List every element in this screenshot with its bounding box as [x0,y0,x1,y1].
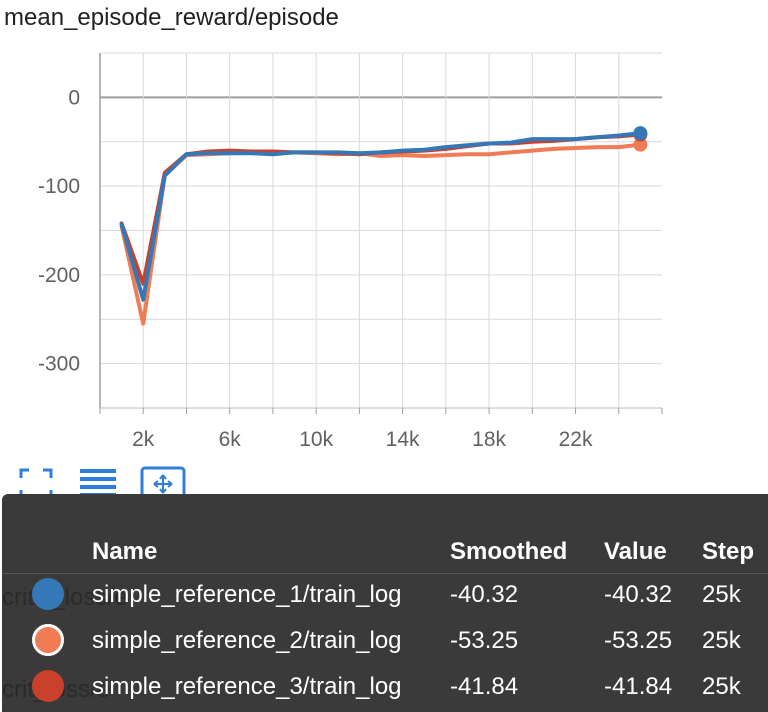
header-name: Name [92,538,158,565]
x-tick-label: 18k [472,428,506,451]
tick-labels: 0 -100 -200 -300 2k 6k 10k 14k 18k 22k [38,86,593,451]
series-lines [119,131,643,326]
row-name: simple_reference_1/train_log [92,581,402,608]
series-end-point [633,137,648,152]
tooltip-row: simple_reference_2/train_log -53.25 -53.… [2,618,768,664]
background-label: critic_loss/e [2,584,128,611]
tooltip-row: simple_reference_3/train_log -41.84 -41.… [2,664,768,710]
row-value: -40.32 [604,581,673,608]
row-smoothed: -41.84 [450,673,519,700]
fullscreen-icon[interactable] [18,466,58,502]
header-value: Value [604,538,667,565]
y-tick-label: 0 [68,86,80,109]
series-end-markers [633,126,648,152]
header-step: Step [702,538,755,565]
axes [99,53,663,414]
series-end-point [633,126,648,141]
y-tick-label: -200 [38,264,80,287]
series-line [119,131,643,302]
row-smoothed: -53.25 [450,627,519,654]
row-divider [2,573,768,574]
row-value: -41.84 [604,673,673,700]
series-color-swatch [32,670,64,702]
row-name: simple_reference_3/train_log [92,673,402,700]
series-line [119,142,643,326]
data-tooltip: Name Smoothed Value Step critic_loss/e c… [2,494,768,712]
series-color-swatch [32,624,64,656]
row-smoothed: -40.32 [450,581,519,608]
x-tick-label: 2k [132,428,155,451]
tooltip-row: simple_reference_1/train_log -40.32 -40.… [2,572,768,618]
header-smoothed: Smoothed [450,538,568,565]
row-step: 25k [702,627,741,654]
series-color-swatch [32,578,64,610]
x-tick-label: 14k [386,428,420,451]
chart-title: mean_episode_reward/episode [4,4,339,31]
row-name: simple_reference_2/train_log [92,627,402,654]
x-tick-label: 22k [559,428,593,451]
row-step: 25k [702,673,741,700]
line-chart[interactable]: 0 -100 -200 -300 2k 6k 10k 14k 18k 22k [0,0,768,460]
grid-lines [100,52,662,409]
row-step: 25k [702,581,741,608]
y-tick-label: -100 [38,175,80,198]
y-tick-label: -300 [38,353,80,376]
x-tick-label: 10k [299,428,333,451]
x-tick-label: 6k [219,428,242,451]
row-value: -53.25 [604,627,673,654]
